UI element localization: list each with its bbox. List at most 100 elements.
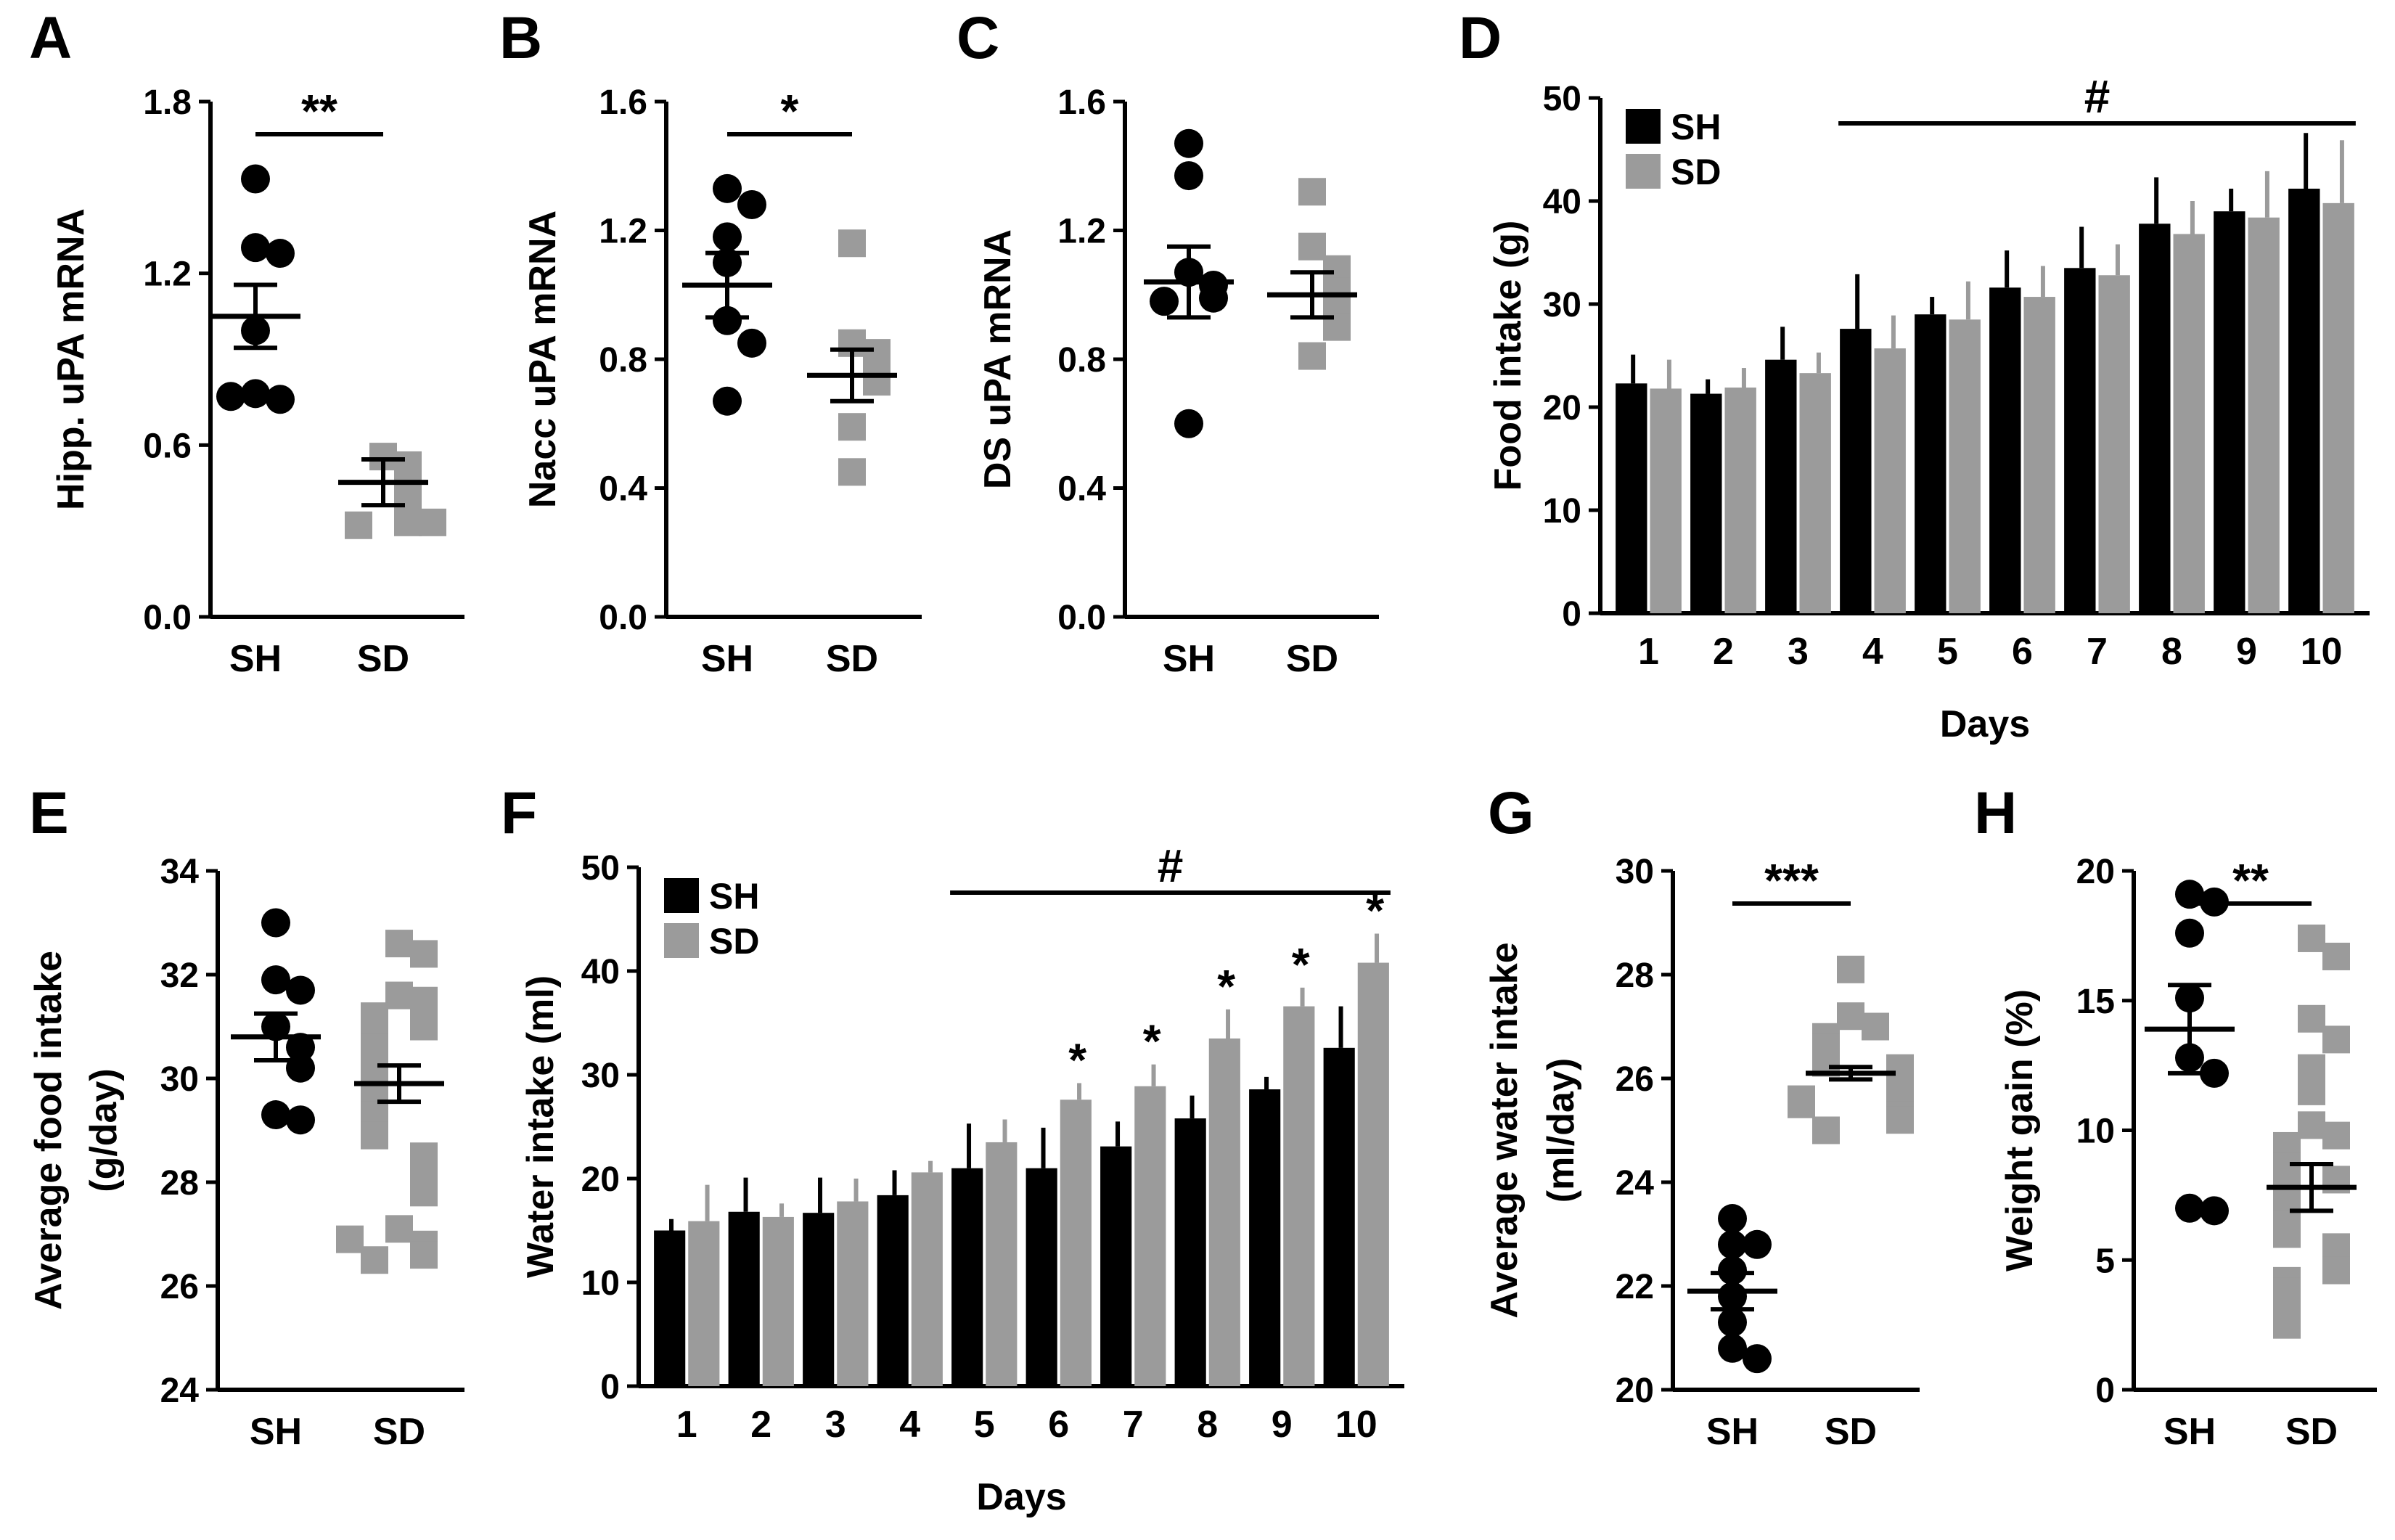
x-category-label: SH (701, 638, 753, 680)
y-tick-label: 0 (600, 1368, 620, 1406)
y-tick-label: 30 (160, 1060, 199, 1099)
data-point-sd (385, 930, 413, 958)
data-point-sh (241, 379, 270, 409)
data-point-sd (2298, 1111, 2325, 1139)
y-axis-label-unit: (g/day) (83, 1068, 125, 1192)
x-category-label: 10 (1335, 1404, 1377, 1446)
panel-label: C (957, 5, 999, 71)
bar-sd (1650, 388, 1682, 613)
x-category-label: 9 (1272, 1404, 1293, 1446)
y-tick-label: 34 (160, 853, 200, 891)
data-point-sd (1886, 1106, 1914, 1134)
data-point-sh (261, 965, 290, 995)
y-tick-label: 0.0 (143, 599, 192, 637)
x-category-label: 8 (1197, 1404, 1218, 1446)
bar-sd (911, 1172, 943, 1386)
bar-sh (1249, 1089, 1281, 1386)
bar-sh (1915, 314, 1946, 613)
legend-swatch-sh (1626, 109, 1661, 144)
data-point-sh (266, 239, 295, 269)
y-tick-label: 10 (2076, 1113, 2115, 1151)
legend-swatch-sd (1626, 154, 1661, 189)
bar-sh (951, 1168, 983, 1386)
x-category-label: 8 (2161, 631, 2182, 673)
x-category-label: 6 (2012, 631, 2033, 673)
panel-label: H (1974, 780, 2017, 846)
x-category-label: 3 (825, 1404, 846, 1446)
bar-sh (728, 1211, 760, 1386)
data-point-sh (261, 908, 290, 938)
y-tick-label: 24 (1616, 1164, 1655, 1203)
significance-label: # (1158, 840, 1184, 892)
x-category-label: SH (250, 1411, 302, 1453)
x-category-label: SD (1286, 638, 1338, 680)
data-point-sh (1743, 1229, 1772, 1259)
data-point-sh (713, 173, 742, 203)
significance-label: # (2084, 70, 2111, 123)
data-point-sd (361, 1121, 388, 1150)
data-point-sd (410, 1241, 438, 1269)
y-axis-label: Average food intake (28, 951, 70, 1310)
bar-sh (1323, 1047, 1355, 1386)
y-tick-label: 1.2 (143, 255, 192, 294)
data-point-sd (394, 508, 422, 536)
significance-label: *** (1764, 854, 1819, 906)
y-tick-label: 40 (581, 953, 620, 991)
data-point-sd (410, 1012, 438, 1041)
data-point-sd (2322, 1121, 2350, 1150)
bar-sh (1690, 393, 1722, 613)
data-point-sd (361, 1246, 388, 1274)
y-tick-label: 20 (2076, 853, 2115, 891)
x-category-label: SD (373, 1411, 425, 1453)
y-tick-label: 10 (581, 1264, 620, 1303)
panel-H: H Weight gain (%) 0 5 10 15 20 SH SD ** (1974, 780, 2377, 1453)
x-category-label: SD (826, 638, 878, 680)
y-tick-label: 20 (1543, 389, 1581, 427)
data-point-sd (1837, 955, 1864, 983)
data-point-sd (2298, 1054, 2325, 1082)
bar-sd (2248, 217, 2280, 614)
data-point-sd (863, 368, 891, 396)
data-point-sd (2322, 1025, 2350, 1054)
panel-label: G (1488, 780, 1534, 846)
panel-label: B (499, 5, 542, 71)
y-tick-label: 15 (2076, 983, 2115, 1021)
y-tick-label: 1.2 (1057, 213, 1106, 251)
bar-sd (2322, 202, 2354, 614)
y-tick-label: 50 (581, 849, 620, 888)
data-point-sd (2298, 1004, 2325, 1033)
y-tick-label: 28 (1616, 957, 1654, 995)
bar-sd (1799, 373, 1831, 613)
x-category-label: 3 (1788, 631, 1809, 673)
data-point-sd (2273, 1311, 2301, 1339)
significance-label: ** (2232, 854, 2269, 906)
data-point-sh (2175, 918, 2204, 948)
y-tick-label: 0.0 (1057, 599, 1106, 637)
y-tick-label: 0 (1562, 595, 1581, 634)
y-tick-label: 1.6 (1057, 83, 1106, 122)
data-point-sh (1718, 1333, 1747, 1363)
point-significance-label: * (1217, 960, 1235, 1012)
x-category-label: SH (2163, 1411, 2216, 1453)
data-point-sh (286, 1105, 315, 1135)
x-category-label: 4 (899, 1404, 920, 1446)
y-axis-label: Water intake (ml) (520, 975, 562, 1278)
x-category-label: 9 (2236, 631, 2257, 673)
data-point-sd (1298, 178, 1326, 206)
data-point-sd (2322, 942, 2350, 970)
y-tick-label: 0.8 (599, 341, 647, 380)
x-category-label: 5 (974, 1404, 995, 1446)
y-axis-label: DS uPA mRNA (977, 229, 1019, 489)
x-category-label: 7 (1123, 1404, 1144, 1446)
y-axis-label: Average water intake (1483, 942, 1526, 1318)
bar-sd (1357, 962, 1389, 1386)
x-axis-label: Days (976, 1476, 1066, 1518)
panel-label: D (1459, 5, 1502, 71)
y-tick-label: 50 (1543, 80, 1581, 118)
y-tick-label: 20 (1616, 1372, 1654, 1410)
data-point-sh (713, 222, 742, 252)
y-tick-label: 26 (1616, 1060, 1654, 1099)
data-point-sd (410, 986, 438, 1015)
y-tick-label: 0.8 (1057, 341, 1106, 380)
